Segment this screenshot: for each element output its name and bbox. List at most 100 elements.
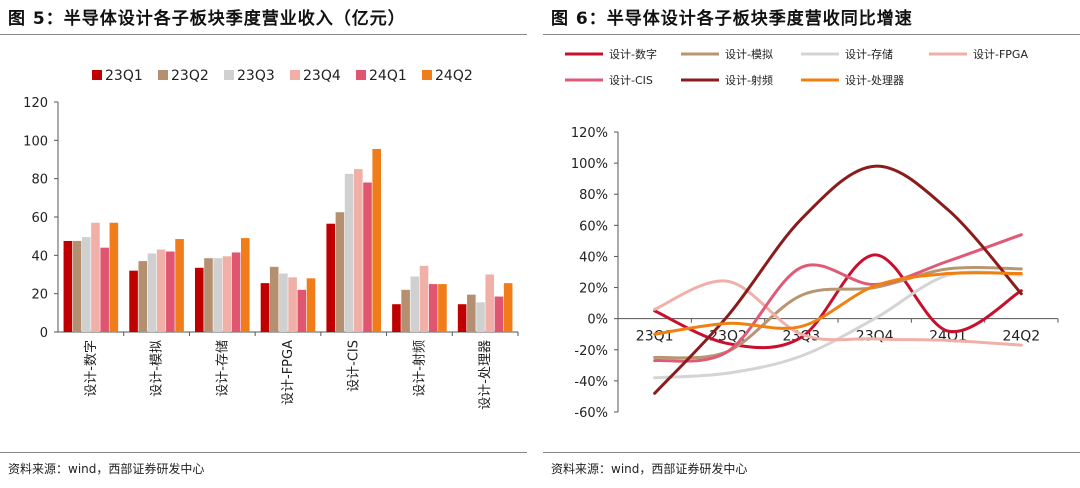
y-tick-label: 60 [31, 211, 48, 226]
bar-24Q1 [428, 284, 438, 332]
legend-label: 23Q3 [237, 68, 275, 84]
bar-23Q1 [457, 304, 467, 332]
bar-24Q2 [175, 239, 184, 332]
y-tick-label: -60% [574, 406, 608, 421]
bar-23Q3 [344, 173, 354, 332]
series-line-设计-射频 [653, 164, 1023, 395]
legend-swatch [356, 70, 366, 80]
legend-label: 23Q4 [303, 68, 341, 84]
bar-23Q4 [288, 277, 297, 332]
x-category-label: 设计-处理器 [478, 340, 493, 410]
bar-23Q1 [63, 240, 73, 332]
source-rule [0, 452, 527, 453]
legend-swatch [422, 70, 432, 80]
figure-5-panel: 图 5：半导体设计各子板块季度营业收入（亿元） 0 20 40 60 80 100 120 2… [0, 0, 527, 488]
bar-24Q2 [372, 148, 382, 332]
x-category-label: 23Q4 [856, 329, 894, 345]
x-category-label: 设计-FPGA [281, 340, 296, 405]
y-tick-label: 120% [571, 126, 608, 141]
bar-23Q2 [401, 289, 410, 332]
y-tick-label: -20% [574, 344, 608, 359]
bar-23Q2 [467, 294, 476, 332]
legend-swatch [92, 70, 102, 80]
series-line-设计-处理器 [653, 271, 1023, 336]
legend-label: 设计-模拟 [725, 47, 773, 61]
bar-23Q3 [279, 273, 288, 332]
x-category-label: 24Q2 [1002, 329, 1040, 345]
bar-24Q1 [166, 251, 175, 332]
x-category-label: 设计-CIS [347, 340, 362, 392]
y-tick-label: 0 [40, 326, 48, 341]
x-category-label: 设计-模拟 [150, 340, 165, 397]
legend-label: 设计-处理器 [845, 74, 904, 87]
bar-23Q4 [354, 169, 363, 332]
bar-23Q3 [81, 237, 91, 332]
y-tick-label: 60% [579, 219, 608, 234]
legend-label: 23Q2 [171, 68, 209, 84]
legend-label: 设计-数字 [609, 47, 657, 61]
bar-23Q2 [269, 266, 279, 332]
bar-23Q1 [194, 267, 204, 332]
bar-23Q2 [138, 261, 148, 332]
legend-label: 设计-存储 [845, 47, 893, 61]
x-category-label: 设计-数字 [84, 340, 99, 397]
y-tick-label: 120 [23, 96, 48, 111]
legend-label: 设计-FPGA [973, 48, 1028, 61]
legend-label: 设计-CIS [609, 74, 653, 87]
title-rule [543, 34, 1080, 35]
figure-5-title: 图 5：半导体设计各子板块季度营业收入（亿元） [8, 9, 406, 29]
title-rule [0, 34, 527, 35]
bar-24Q2 [306, 278, 316, 332]
legend-label: 设计-射频 [725, 73, 773, 87]
figure-6-source: 资料来源：wind，西部证券研发中心 [551, 462, 748, 476]
bar-23Q4 [91, 222, 100, 332]
bar-23Q1 [260, 283, 270, 332]
legend-swatch [224, 70, 234, 80]
bar-23Q3 [476, 302, 485, 332]
bar-23Q3 [410, 276, 420, 332]
bar-chart: 0 20 40 60 80 100 120 23Q1 23Q2 23Q3 23Q4 24Q1 24Q2 设… [23, 68, 519, 410]
y-tick-label: 0% [587, 313, 608, 328]
bar-23Q4 [485, 274, 495, 332]
bar-24Q2 [240, 238, 250, 332]
bar-23Q1 [129, 270, 138, 332]
figure-5-source: 资料来源：wind，西部证券研发中心 [8, 462, 205, 476]
bar-24Q1 [231, 252, 241, 332]
legend-swatch [290, 70, 300, 80]
line-chart: -60%-40%-20%0%20%40%60%80%100%120%23Q1 23… [565, 47, 1059, 421]
bar-24Q2 [438, 284, 447, 332]
y-tick-label: 100% [571, 157, 608, 172]
series-line-设计-CIS [653, 233, 1023, 363]
x-category-label: 设计-存储 [215, 340, 230, 397]
bar-23Q1 [392, 304, 401, 332]
figure-6-title: 图 6：半导体设计各子板块季度营收同比增速 [551, 9, 913, 29]
y-tick-label: 40 [31, 249, 48, 264]
legend-label: 24Q2 [435, 68, 473, 84]
source-rule [543, 452, 1080, 453]
x-category-label: 设计-射频 [411, 340, 427, 397]
bar-24Q2 [503, 283, 513, 332]
bar-23Q3 [147, 253, 157, 332]
bar-23Q4 [156, 249, 166, 332]
y-tick-label: 20% [579, 282, 608, 297]
bar-23Q2 [72, 240, 82, 332]
y-tick-label: 20 [31, 288, 48, 303]
y-tick-label: 100 [23, 134, 48, 149]
bar-24Q1 [494, 296, 504, 332]
bar-24Q2 [109, 222, 119, 332]
bar-23Q4 [419, 265, 429, 332]
y-tick-label: 40% [579, 250, 608, 265]
series-line-设计-FPGA [653, 279, 1023, 347]
bar-23Q3 [213, 258, 222, 332]
legend-label: 24Q1 [369, 68, 407, 84]
y-tick-label: 80% [579, 188, 608, 203]
bar-23Q2 [204, 258, 213, 332]
y-tick-label: -40% [574, 375, 608, 390]
bar-23Q2 [335, 212, 345, 332]
figure-6-panel: 图 6：半导体设计各子板块季度营收同比增速 -60% -40% -20% 0% 20% 4… [543, 0, 1080, 488]
bar-23Q1 [326, 223, 336, 332]
legend-swatch [158, 70, 168, 80]
bar-23Q4 [222, 256, 232, 332]
y-tick-label: 80 [31, 173, 48, 188]
legend-label: 23Q1 [105, 68, 143, 84]
